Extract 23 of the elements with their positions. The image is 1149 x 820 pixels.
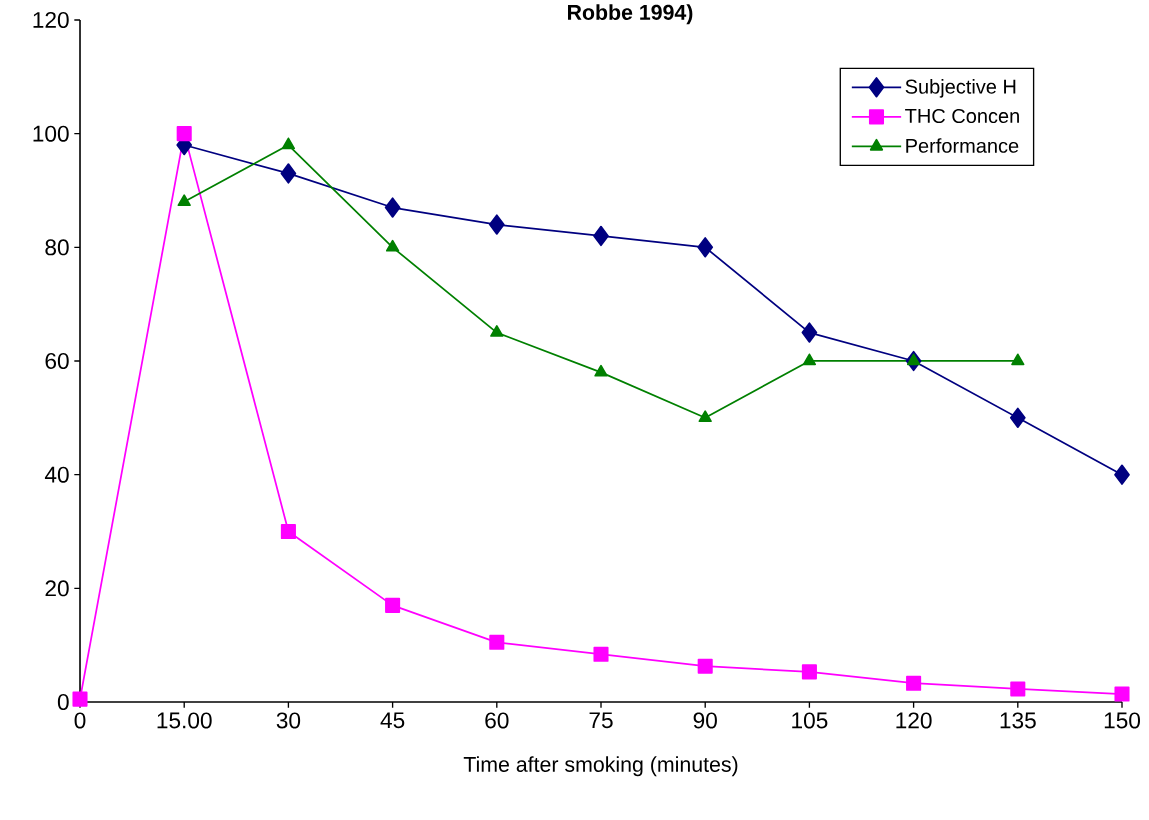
x-tick-label: 90	[693, 712, 717, 729]
chart-title: Robbe 1994)	[568, 4, 693, 25]
legend-label: Performance	[906, 138, 1019, 153]
y-tick-label: 40	[44, 466, 69, 483]
y-tick-label: 20	[45, 580, 69, 597]
y-tick-label: 80	[45, 239, 69, 256]
x-tick-label: 45	[380, 712, 405, 729]
x-tick-label: 15.00	[157, 712, 212, 729]
x-tick-label: 120	[896, 712, 932, 729]
y-tick-label: 120	[33, 11, 69, 29]
y-tick-label: 60	[45, 352, 69, 370]
x-tick-label: 75	[589, 712, 613, 729]
y-tick-label: 100	[33, 125, 69, 142]
x-tick-label: 150	[1104, 712, 1141, 729]
x-tick-label: 0	[74, 712, 86, 729]
legend-label: THC Concen	[905, 108, 1019, 124]
x-tick-label: 30	[276, 712, 301, 729]
x-tick-label: 60	[485, 712, 509, 729]
x-axis-title: Time after smoking (minutes)	[463, 756, 738, 777]
x-tick-label: 105	[792, 712, 828, 729]
x-tick-label: 135	[1000, 712, 1036, 729]
y-tick-label: 0	[57, 693, 69, 711]
legend-label: Subjective H	[905, 79, 1016, 98]
